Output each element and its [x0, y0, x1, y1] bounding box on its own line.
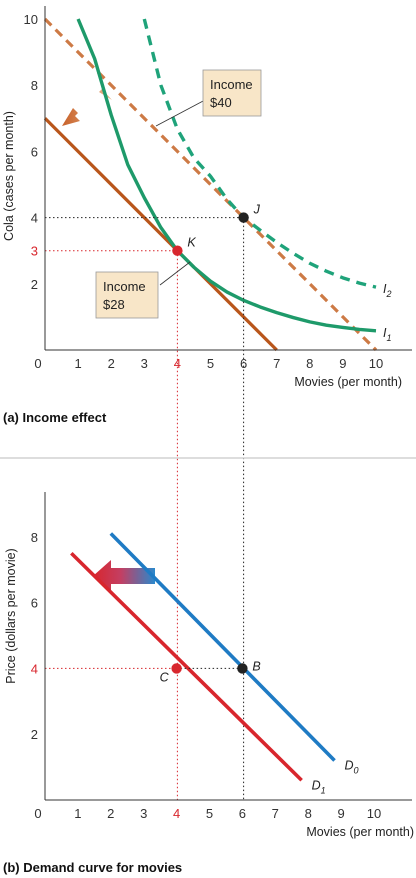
plot-b-xtick: 9	[337, 806, 344, 821]
demand-curve-label-d1: D1	[312, 778, 326, 795]
plot-b-xlabel: Movies (per month)	[306, 825, 414, 839]
plot-a-xtick: 8	[306, 356, 313, 371]
plot-b-xtick: 10	[367, 806, 381, 821]
indifference-curve-label-0: I2	[383, 282, 392, 299]
plot-b-ytick: 8	[31, 530, 38, 545]
plot-a-xtick: 1	[74, 356, 81, 371]
plot-a-origin: 0	[34, 356, 41, 371]
plot-b-xtick: 7	[272, 806, 279, 821]
plot-b-xtick: 1	[74, 806, 81, 821]
point-label-k: K	[187, 236, 196, 250]
income-40-box: Income $40	[155, 69, 262, 127]
plot-b-caption: (b) Demand curve for movies	[3, 860, 182, 875]
income-40-line1: Income	[210, 77, 253, 92]
plot-a-xtick: 3	[141, 356, 148, 371]
plot-a-xlabel: Movies (per month)	[294, 375, 402, 389]
income-28-line1: Income	[103, 279, 146, 294]
plot-a-ytick: 4	[31, 211, 38, 226]
point-label-j: J	[253, 203, 261, 217]
budget-line-0	[43, 17, 378, 352]
demand-curve-label-d0: D0	[345, 759, 359, 776]
point-c	[171, 663, 182, 674]
plot-a-ytick: 2	[31, 277, 38, 292]
plot-a-xtick: 9	[339, 356, 346, 371]
plot-b-ytick: 2	[31, 727, 38, 742]
plot-a-xtick: 4	[174, 356, 181, 371]
point-b	[237, 663, 248, 674]
plot-a-xtick: 5	[207, 356, 214, 371]
income-40-line2: $40	[210, 95, 232, 110]
plot-a-xtick: 6	[240, 356, 247, 371]
point-k	[172, 245, 183, 256]
plot-b-xtick: 6	[239, 806, 246, 821]
plot-b-points: BC	[160, 659, 261, 684]
plot-b-ytick: 6	[31, 596, 38, 611]
plot-a-xtick: 10	[369, 356, 383, 371]
budget-line-1	[43, 117, 278, 352]
plot-b-origin: 0	[34, 806, 41, 821]
plot-b-xtick: 4	[173, 806, 180, 821]
demand-curve-d1	[70, 551, 303, 782]
plot-a-ticks: 1 2 3 4 5 6 7 8 9 10 2 4 6 8 10 3 0	[24, 12, 384, 371]
point-label-b: B	[252, 659, 260, 673]
point-j	[238, 212, 249, 223]
plot-a-ylabel: Cola (cases per month)	[2, 111, 16, 241]
indifference-curve-0	[142, 18, 377, 289]
plot-a-curves: I2 I1	[43, 17, 392, 352]
plot-a-xtick: 2	[108, 356, 115, 371]
plot-a-points: JK	[172, 203, 261, 256]
plot-a-ytick: 6	[31, 144, 38, 159]
plot-a-caption: (a) Income effect	[3, 410, 107, 425]
demand-shift-arrow	[93, 560, 155, 592]
plot-b-ytick: 4	[31, 661, 38, 676]
indifference-curve-label-1: I1	[383, 326, 392, 343]
plot-b-ylabel: Price (dollars per movie)	[4, 548, 18, 683]
point-label-c: C	[160, 670, 170, 684]
income-28-box: Income $28	[95, 261, 191, 319]
demand-curve-d0	[109, 532, 336, 762]
plot-a-guides	[45, 217, 245, 800]
plot-a-ytick-highlight: 3	[31, 244, 38, 259]
income-shift-arrow	[62, 89, 112, 126]
plot-b-xtick: 5	[206, 806, 213, 821]
plot-a-ytick: 10	[24, 12, 38, 27]
plot-a-xtick: 7	[273, 356, 280, 371]
plot-b-xtick: 2	[107, 806, 114, 821]
plot-b-xtick: 8	[305, 806, 312, 821]
plot-a-ytick: 8	[31, 78, 38, 93]
indifference-curve-1	[76, 18, 377, 333]
plot-b-xtick: 3	[140, 806, 147, 821]
plot-b-ticks: 1 2 3 4 5 6 7 8 9 10 2 4 6 8 0	[31, 530, 381, 821]
income-28-line2: $28	[103, 297, 125, 312]
